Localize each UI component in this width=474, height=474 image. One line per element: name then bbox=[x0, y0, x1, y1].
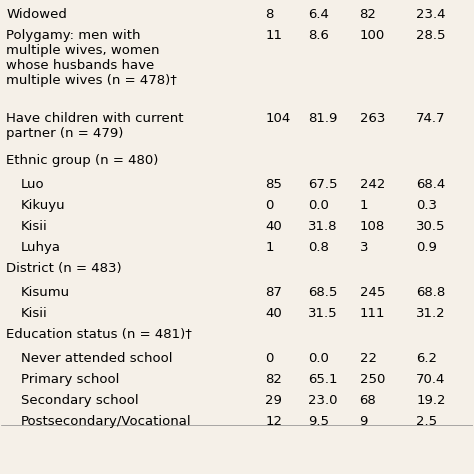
Text: 0.8: 0.8 bbox=[308, 241, 328, 254]
Text: Luo: Luo bbox=[21, 178, 45, 191]
Text: 1: 1 bbox=[359, 199, 368, 212]
Text: 0.0: 0.0 bbox=[308, 352, 328, 365]
Text: 74.7: 74.7 bbox=[416, 112, 446, 126]
Text: 9.5: 9.5 bbox=[308, 415, 328, 428]
Text: 250: 250 bbox=[359, 373, 385, 386]
Text: Kisii: Kisii bbox=[21, 307, 48, 320]
Text: 3: 3 bbox=[359, 241, 368, 254]
Text: 1: 1 bbox=[265, 241, 274, 254]
Text: 0.9: 0.9 bbox=[416, 241, 437, 254]
Text: 111: 111 bbox=[359, 307, 385, 320]
Text: 81.9: 81.9 bbox=[308, 112, 337, 126]
Text: Kisii: Kisii bbox=[21, 220, 48, 233]
Text: 31.2: 31.2 bbox=[416, 307, 446, 320]
Text: 87: 87 bbox=[265, 286, 282, 299]
Text: District (n = 483): District (n = 483) bbox=[6, 262, 122, 275]
Text: 0.0: 0.0 bbox=[308, 199, 328, 212]
Text: 245: 245 bbox=[359, 286, 385, 299]
Text: 82: 82 bbox=[265, 373, 282, 386]
Text: 8: 8 bbox=[265, 8, 273, 21]
Text: 23.4: 23.4 bbox=[416, 8, 446, 21]
Text: Ethnic group (n = 480): Ethnic group (n = 480) bbox=[6, 154, 158, 167]
Text: 67.5: 67.5 bbox=[308, 178, 337, 191]
Text: 23.0: 23.0 bbox=[308, 394, 337, 407]
Text: 19.2: 19.2 bbox=[416, 394, 446, 407]
Text: 22: 22 bbox=[359, 352, 376, 365]
Text: Luhya: Luhya bbox=[21, 241, 61, 254]
Text: 31.8: 31.8 bbox=[308, 220, 337, 233]
Text: 29: 29 bbox=[265, 394, 282, 407]
Text: 263: 263 bbox=[359, 112, 385, 126]
Text: 85: 85 bbox=[265, 178, 282, 191]
Text: 70.4: 70.4 bbox=[416, 373, 446, 386]
Text: 40: 40 bbox=[265, 307, 282, 320]
Text: 2.5: 2.5 bbox=[416, 415, 437, 428]
Text: 242: 242 bbox=[359, 178, 385, 191]
Text: 30.5: 30.5 bbox=[416, 220, 446, 233]
Text: 0.3: 0.3 bbox=[416, 199, 437, 212]
Text: 12: 12 bbox=[265, 415, 283, 428]
Text: Education status (n = 481)†: Education status (n = 481)† bbox=[6, 328, 192, 341]
Text: Secondary school: Secondary school bbox=[21, 394, 139, 407]
Text: 68.4: 68.4 bbox=[416, 178, 445, 191]
Text: 68.5: 68.5 bbox=[308, 286, 337, 299]
Text: 0: 0 bbox=[265, 199, 273, 212]
Text: 6.2: 6.2 bbox=[416, 352, 437, 365]
Text: 108: 108 bbox=[359, 220, 385, 233]
Text: Polygamy: men with
multiple wives, women
whose husbands have
multiple wives (n =: Polygamy: men with multiple wives, women… bbox=[6, 28, 177, 87]
Text: 65.1: 65.1 bbox=[308, 373, 337, 386]
Text: Have children with current
partner (n = 479): Have children with current partner (n = … bbox=[6, 112, 183, 140]
Text: Postsecondary/Vocational: Postsecondary/Vocational bbox=[21, 415, 192, 428]
Text: 100: 100 bbox=[359, 28, 385, 42]
Text: 0: 0 bbox=[265, 352, 273, 365]
Text: 68: 68 bbox=[359, 394, 376, 407]
Text: 9: 9 bbox=[359, 415, 368, 428]
Text: Never attended school: Never attended school bbox=[21, 352, 173, 365]
Text: 11: 11 bbox=[265, 28, 283, 42]
Text: 104: 104 bbox=[265, 112, 291, 126]
Text: 28.5: 28.5 bbox=[416, 28, 446, 42]
Text: 6.4: 6.4 bbox=[308, 8, 328, 21]
Text: 31.5: 31.5 bbox=[308, 307, 337, 320]
Text: 82: 82 bbox=[359, 8, 376, 21]
Text: 8.6: 8.6 bbox=[308, 28, 328, 42]
Text: Primary school: Primary school bbox=[21, 373, 119, 386]
Text: 40: 40 bbox=[265, 220, 282, 233]
Text: 68.8: 68.8 bbox=[416, 286, 445, 299]
Text: Widowed: Widowed bbox=[6, 8, 67, 21]
Text: Kikuyu: Kikuyu bbox=[21, 199, 66, 212]
Text: Kisumu: Kisumu bbox=[21, 286, 70, 299]
